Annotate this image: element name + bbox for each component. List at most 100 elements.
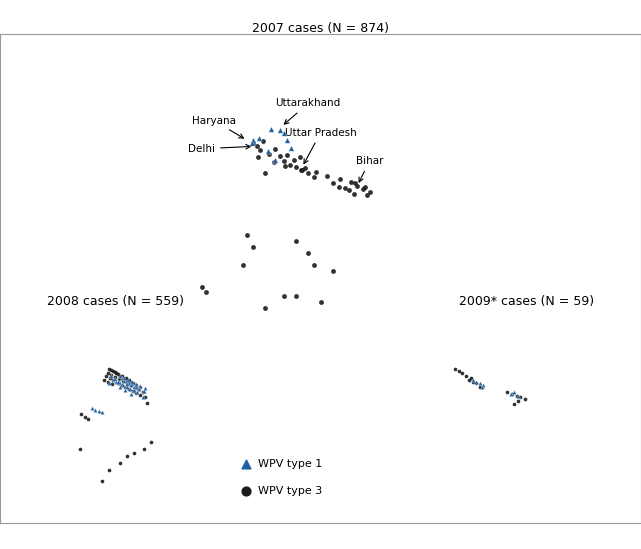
Point xyxy=(113,370,123,379)
Point xyxy=(120,386,130,395)
Point xyxy=(120,382,130,391)
Point xyxy=(467,377,478,386)
Point xyxy=(121,374,131,383)
Point xyxy=(126,381,136,390)
Point xyxy=(291,236,301,245)
Point xyxy=(118,373,128,382)
Point xyxy=(303,249,313,257)
Point xyxy=(260,169,271,178)
Point xyxy=(128,449,138,457)
Point xyxy=(110,373,121,382)
Point xyxy=(122,379,133,388)
Text: Haryana: Haryana xyxy=(192,116,244,138)
Point xyxy=(288,155,299,164)
Point xyxy=(103,377,113,386)
Point xyxy=(137,387,147,396)
Point xyxy=(128,378,138,387)
Point xyxy=(110,374,120,383)
Text: WPV type 3: WPV type 3 xyxy=(258,486,322,496)
Point xyxy=(309,261,319,270)
Point xyxy=(253,153,263,162)
Text: Bihar: Bihar xyxy=(356,156,383,182)
Point xyxy=(285,160,295,169)
Point xyxy=(132,387,142,396)
Point xyxy=(135,382,145,391)
Point xyxy=(135,382,146,390)
Text: Uttar Pradesh: Uttar Pradesh xyxy=(285,128,356,164)
Text: WPV type 1: WPV type 1 xyxy=(258,459,322,469)
Point xyxy=(131,380,142,389)
Point xyxy=(286,143,296,152)
Point xyxy=(129,383,140,392)
Point xyxy=(252,142,262,151)
Point xyxy=(471,379,481,388)
Point xyxy=(254,133,264,142)
Point xyxy=(303,169,313,178)
Point xyxy=(140,393,150,401)
Point xyxy=(108,376,118,384)
Point xyxy=(503,387,513,396)
Point xyxy=(266,125,276,133)
Point xyxy=(137,393,147,401)
Point xyxy=(346,177,356,186)
Text: 2009* cases (N = 59): 2009* cases (N = 59) xyxy=(458,295,594,308)
Point xyxy=(94,407,104,416)
Point xyxy=(352,181,362,190)
Point xyxy=(270,144,280,153)
Point xyxy=(104,365,114,374)
Point xyxy=(454,367,464,376)
Point xyxy=(115,382,125,391)
Point xyxy=(83,414,94,423)
Point xyxy=(291,292,301,300)
Point xyxy=(512,391,522,400)
Point xyxy=(247,138,257,147)
Point xyxy=(104,466,114,474)
Point xyxy=(133,385,144,394)
Point xyxy=(328,179,338,188)
Point xyxy=(111,377,121,386)
Point xyxy=(279,292,289,300)
Point xyxy=(461,372,471,380)
Point xyxy=(365,187,375,196)
Point xyxy=(139,386,149,395)
Point xyxy=(510,387,520,396)
Point xyxy=(299,164,310,173)
Point xyxy=(117,372,128,380)
Point xyxy=(349,190,359,199)
Point xyxy=(131,379,142,388)
Point xyxy=(196,283,206,292)
Point xyxy=(291,163,301,171)
Point xyxy=(117,373,127,382)
Point xyxy=(362,191,372,200)
Text: 2008 cases (N = 559): 2008 cases (N = 559) xyxy=(47,295,185,308)
Point xyxy=(128,386,138,395)
Text: Uttarakhand: Uttarakhand xyxy=(276,98,341,124)
Point xyxy=(139,445,149,453)
Point xyxy=(280,161,290,170)
Point xyxy=(112,378,122,387)
Point xyxy=(279,128,289,137)
Point xyxy=(126,381,137,390)
Point xyxy=(322,171,332,180)
Point xyxy=(340,183,350,192)
Point xyxy=(107,379,117,388)
Point xyxy=(450,365,460,374)
Point xyxy=(260,304,271,312)
Point xyxy=(270,155,280,164)
Point xyxy=(118,380,128,389)
Point xyxy=(282,136,292,144)
Point xyxy=(79,412,90,421)
Point xyxy=(467,376,478,384)
Point xyxy=(115,371,126,380)
Point xyxy=(294,153,304,162)
Point xyxy=(279,156,289,165)
Point xyxy=(513,396,523,405)
Point xyxy=(515,393,525,401)
Point xyxy=(474,382,485,391)
Point xyxy=(103,368,113,377)
Point xyxy=(506,389,516,398)
Point xyxy=(201,288,212,296)
Point xyxy=(248,138,258,147)
Point xyxy=(269,158,279,167)
Point xyxy=(358,185,369,194)
